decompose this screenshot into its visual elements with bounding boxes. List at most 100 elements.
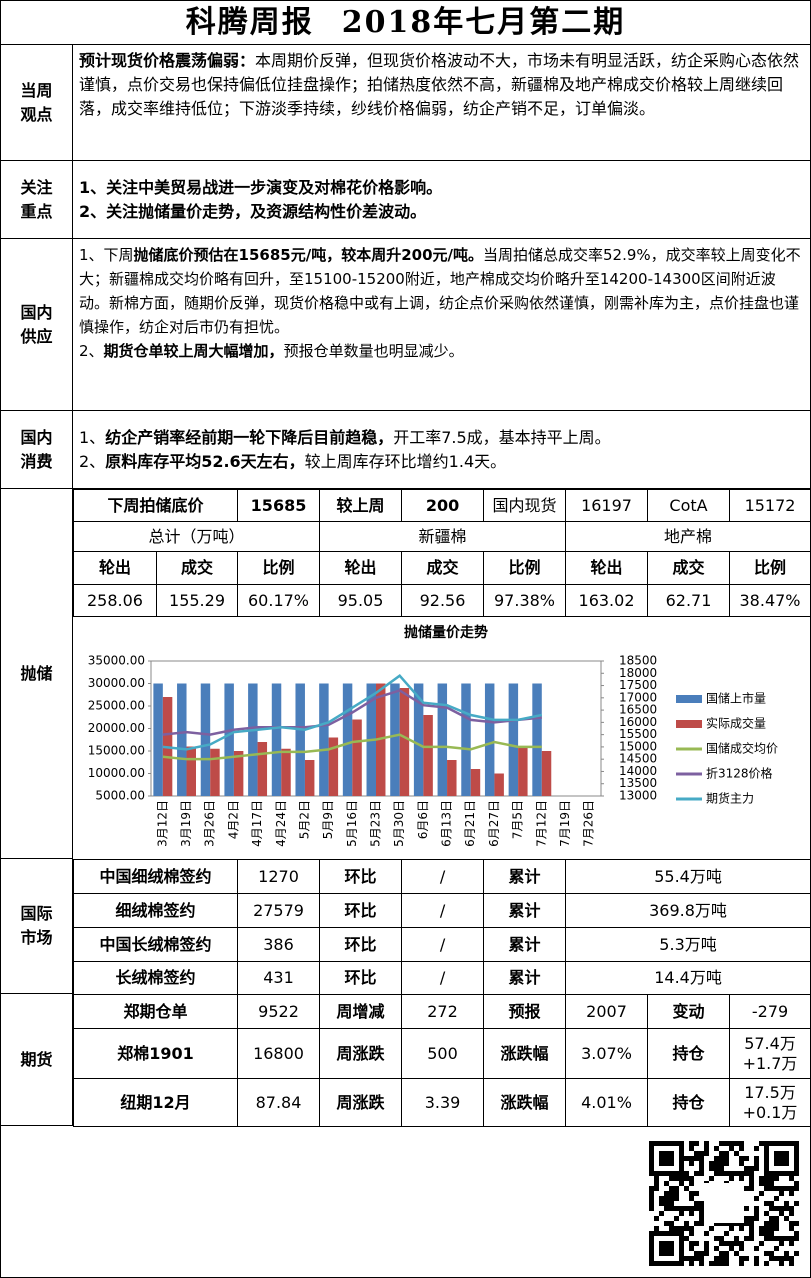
qr-module <box>774 1206 779 1211</box>
bar <box>518 746 528 796</box>
qr-module <box>719 1221 724 1226</box>
table-cell: / <box>401 859 485 894</box>
qr-module <box>689 1146 694 1151</box>
qr-module <box>704 1151 709 1156</box>
table-cell: 95.05 <box>319 584 403 617</box>
qr-module <box>699 1221 704 1226</box>
qr-module <box>654 1226 659 1231</box>
qr-module <box>654 1181 659 1186</box>
qr-module <box>759 1226 764 1231</box>
cell-line: +1.7万 <box>742 1053 798 1073</box>
qr-module <box>669 1226 674 1231</box>
qr-module <box>719 1166 724 1171</box>
bar <box>233 751 244 796</box>
qr-module <box>754 1146 759 1151</box>
qr-module <box>759 1241 764 1246</box>
qr-module <box>724 1251 729 1256</box>
qr-module <box>684 1156 689 1161</box>
table-cell: 62.71 <box>647 584 731 617</box>
table-cell: 细绒棉签约 <box>72 893 239 928</box>
qr-module <box>769 1226 774 1231</box>
table-cell: / <box>401 893 485 928</box>
table-cell: 持仓 <box>647 1078 731 1127</box>
qr-module <box>784 1201 789 1206</box>
legend-swatch <box>676 720 702 728</box>
qr-module <box>694 1201 699 1206</box>
qr-module <box>699 1251 704 1256</box>
header: 科腾周报 2018年七月第二期 <box>1 1 810 45</box>
qr-module <box>784 1186 789 1191</box>
table-cell: 郑棉1901 <box>72 1028 239 1079</box>
text-run: 2、 <box>79 452 106 471</box>
qr-module <box>704 1251 709 1256</box>
qr-module <box>714 1261 719 1266</box>
table-cell: 87.84 <box>237 1078 321 1127</box>
qr-module <box>704 1146 709 1151</box>
x-tick-label: 3月19日 <box>179 800 193 847</box>
report-name: 科腾周报 <box>185 5 314 40</box>
qr-module <box>759 1176 764 1181</box>
section-body: 1、纺企产销率经前期一轮下降后目前趋稳，开工率7.5成，基本持平上周。 2、原料库… <box>73 411 810 489</box>
qr-module <box>754 1166 759 1171</box>
qr-module <box>754 1161 759 1166</box>
table-cell: 38.47% <box>729 584 810 617</box>
qr-module <box>719 1151 724 1156</box>
y-tick-label: 30000.00 <box>88 676 145 690</box>
table-cell: / <box>401 961 485 995</box>
y2-tick-label: 14000 <box>619 764 657 778</box>
qr-module <box>674 1176 679 1181</box>
qr-module <box>734 1141 739 1146</box>
qr-module <box>769 1221 774 1226</box>
legend-label: 国储成交均价 <box>706 741 778 756</box>
qr-module <box>789 1186 794 1191</box>
qr-module <box>679 1176 684 1181</box>
table-cell: 14.4万吨 <box>565 961 810 995</box>
text-run: 纺企产销率经前期一轮下降后目前趋稳， <box>105 428 394 447</box>
table-cell: 累计 <box>483 927 567 962</box>
qr-module <box>724 1156 729 1161</box>
x-tick-label: 4月17日 <box>250 800 264 847</box>
y2-tick-label: 17500 <box>619 678 657 692</box>
qr-module <box>774 1186 779 1191</box>
section-body: 1、关注中美贸易战进一步演变及对棉花价格影响。 2、关注抛储量价走势，及资源结构性… <box>73 161 810 239</box>
bar <box>494 773 504 796</box>
qr-module <box>769 1176 774 1181</box>
qr-module <box>764 1201 769 1206</box>
x-tick-label: 6月13日 <box>440 800 454 847</box>
qr-module <box>689 1196 694 1201</box>
qr-module <box>779 1211 784 1216</box>
qr-module <box>739 1226 744 1231</box>
qr-module <box>754 1211 759 1216</box>
qr-module <box>684 1221 689 1226</box>
table-cell: 周增减 <box>319 994 403 1029</box>
qr-module <box>719 1256 724 1261</box>
table-cell: 地产棉 <box>565 521 810 552</box>
qr-module <box>654 1176 659 1181</box>
qr-module <box>709 1161 714 1166</box>
table-row: 纽期12月 87.84 周涨跌 3.39 涨跌幅 4.01% 持仓 17.5万 +0.1万 <box>72 1078 810 1127</box>
bar <box>399 688 410 796</box>
paragraph: 2、原料库存平均52.6天左右，较上周库存环比增约1.4天。 <box>79 450 804 474</box>
section-label: 当周观点 <box>1 45 73 161</box>
qr-module <box>759 1191 764 1196</box>
qr-module <box>729 1221 734 1226</box>
qr-module <box>674 1216 679 1221</box>
qr-module <box>794 1236 799 1241</box>
table-cell: 97.38% <box>483 584 567 617</box>
bar <box>210 748 220 796</box>
qr-module <box>764 1186 769 1191</box>
y2-tick-label: 18000 <box>619 666 657 680</box>
bar <box>177 683 187 796</box>
bar <box>541 751 552 796</box>
qr-module <box>764 1231 769 1236</box>
qr-module <box>649 1206 654 1211</box>
qr-module <box>669 1206 674 1211</box>
y2-tick-label: 15000 <box>619 739 657 753</box>
bar <box>295 683 305 796</box>
qr-module <box>689 1176 694 1181</box>
qr-module <box>684 1236 689 1241</box>
data-table: 下周拍储底价 15685 较上周 200 国内现货 16197 CotA 15172 总计（万吨… <box>72 489 810 617</box>
qr-module <box>789 1221 794 1226</box>
table-cell: 长绒棉签约 <box>72 961 239 995</box>
table-cell: 27579 <box>237 893 321 928</box>
